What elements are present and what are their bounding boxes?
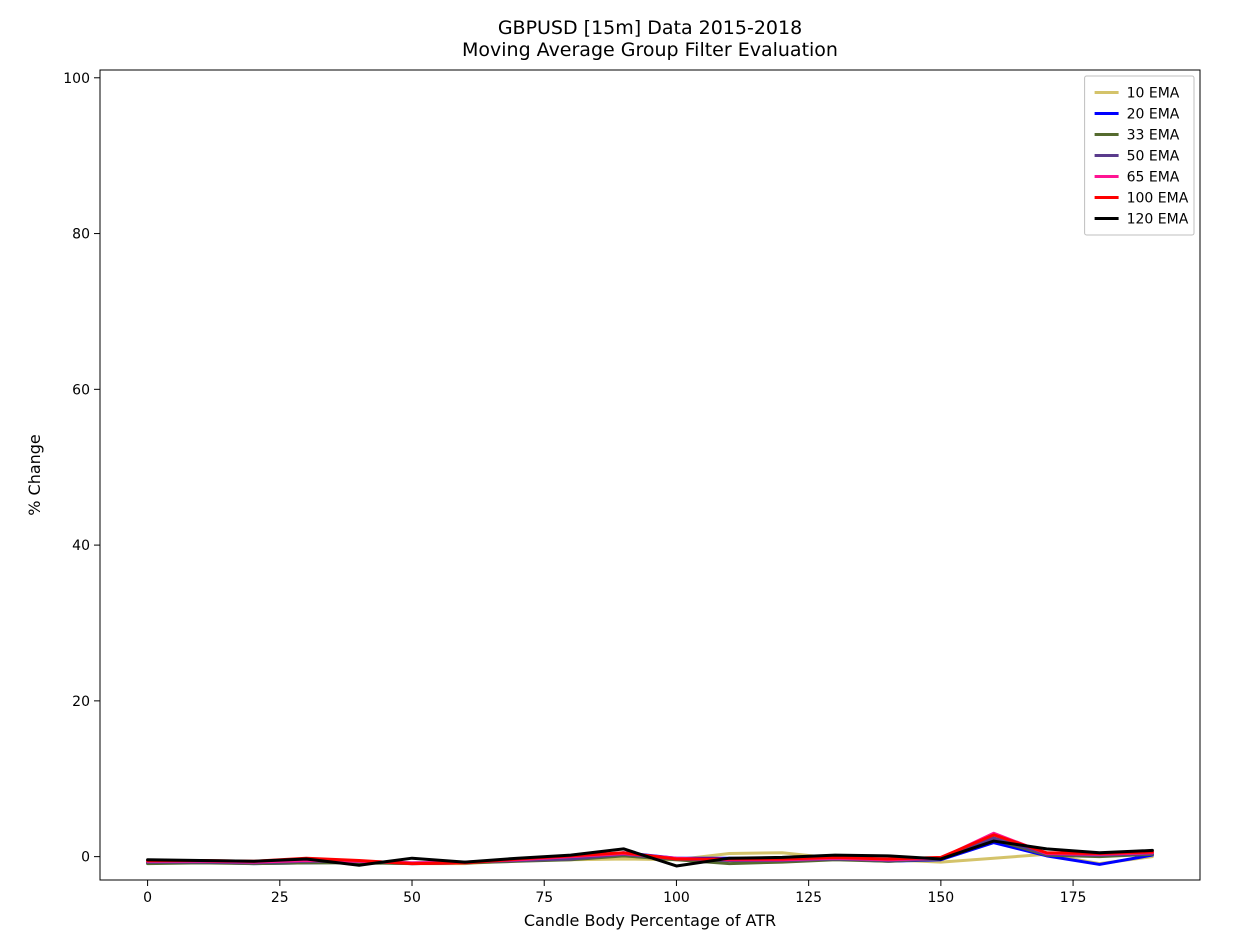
x-tick-label: 50 xyxy=(403,890,421,906)
x-tick-label: 25 xyxy=(271,890,289,906)
legend-label: 10 EMA xyxy=(1127,86,1180,102)
x-tick-label: 75 xyxy=(535,890,553,906)
y-axis-label: % Change xyxy=(25,434,44,516)
y-tick-label: 100 xyxy=(63,71,90,87)
x-axis-label: Candle Body Percentage of ATR xyxy=(524,911,776,930)
legend-label: 50 EMA xyxy=(1127,149,1180,165)
x-tick-label: 125 xyxy=(795,890,822,906)
x-tick-label: 100 xyxy=(663,890,690,906)
x-tick-label: 150 xyxy=(927,890,954,906)
x-tick-label: 0 xyxy=(143,890,152,906)
y-tick-label: 60 xyxy=(72,382,90,398)
y-tick-label: 40 xyxy=(72,538,90,554)
chart-container: 0 25 50 75 100 125 150 175 0 20 40 60 80 100 Candle Bo… xyxy=(0,0,1243,941)
legend-label: 120 EMA xyxy=(1127,212,1189,228)
y-tick-label: 80 xyxy=(72,227,90,243)
x-tick-label: 175 xyxy=(1060,890,1087,906)
legend-label: 65 EMA xyxy=(1127,170,1180,186)
chart-title-line1: GBPUSD [15m] Data 2015-2018 xyxy=(498,17,802,39)
legend: 10 EMA 20 EMA 33 EMA 50 EMA 65 EMA 100 EMA 120… xyxy=(1085,76,1194,235)
y-tick-label: 0 xyxy=(81,850,90,866)
y-tick-label: 20 xyxy=(72,694,90,710)
chart-title-line2: Moving Average Group Filter Evaluation xyxy=(462,39,838,61)
legend-label: 33 EMA xyxy=(1127,128,1180,144)
legend-label: 100 EMA xyxy=(1127,191,1189,207)
legend-label: 20 EMA xyxy=(1127,107,1180,123)
line-chart: 0 25 50 75 100 125 150 175 0 20 40 60 80 100 Candle Bo… xyxy=(0,0,1243,941)
